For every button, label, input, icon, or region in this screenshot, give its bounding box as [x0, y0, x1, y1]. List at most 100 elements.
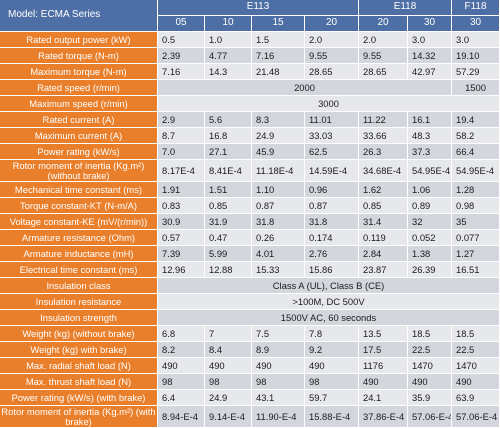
spec-value-cell: 35	[452, 214, 500, 230]
spec-value-cell: 22.5	[452, 342, 500, 358]
spec-value-cell: 9.55	[359, 48, 408, 64]
spec-value-cell: 26.39	[408, 262, 452, 278]
spec-span-cell: >100M, DC 500V	[158, 294, 500, 310]
spec-row: Power rating (kW/s) (with brake) 6.4 24.9 4…	[0, 390, 500, 406]
spec-value-cell: 490	[305, 358, 359, 374]
spec-value-cell: 2.84	[359, 246, 408, 262]
spec-value-cell: 57.06-E-4	[452, 406, 500, 428]
spec-span-cell: 2000	[158, 80, 452, 96]
spec-row: Electrical time constant (ms) 12.96 12.88 1…	[0, 262, 500, 278]
spec-value-cell: 0.85	[359, 198, 408, 214]
spec-value-cell: 24.9	[205, 390, 252, 406]
spec-row: Maximum torque (N-m) 7.16 14.3 21.48 28.65 28…	[0, 64, 500, 80]
spec-value-cell: 3.0	[408, 32, 452, 48]
spec-row: Rated torque (N-m) 2.39 4.77 7.16 9.55 9.55 14…	[0, 48, 500, 64]
spec-value-cell: 11.90-E-4	[252, 406, 305, 428]
spec-row-label: Electrical time constant (ms)	[0, 262, 158, 278]
spec-value-cell: 16.51	[452, 262, 500, 278]
subheader-e113-20: 20	[305, 16, 359, 32]
spec-row: Rated output power (kW) 0.5 1.0 1.5 2.0 2.0 3.…	[0, 32, 500, 48]
spec-value-cell: 19.10	[452, 48, 500, 64]
spec-value-cell: 33.03	[305, 128, 359, 144]
spec-row: Maximum speed (r/min) 3000	[0, 96, 500, 112]
spec-value-cell: 11.22	[359, 112, 408, 128]
spec-row-label: Rotor moment of inertia (Kg.m²) (without…	[0, 160, 158, 182]
subheader-e113-15: 15	[252, 16, 305, 32]
spec-value-cell: 0.47	[205, 230, 252, 246]
spec-row-label: Maximum current (A)	[0, 128, 158, 144]
spec-value-cell: 62.5	[305, 144, 359, 160]
spec-value-cell: 28.65	[305, 64, 359, 80]
spec-value-cell: 43.1	[252, 390, 305, 406]
spec-value-cell: 54.95E-4	[452, 160, 500, 182]
spec-value-cell: 33.66	[359, 128, 408, 144]
spec-value-cell: 98	[205, 374, 252, 390]
spec-value-cell: 28.65	[359, 64, 408, 80]
spec-value-cell: 490	[359, 374, 408, 390]
spec-value-cell: 66.4	[452, 144, 500, 160]
spec-row-label: Rated speed (r/min)	[0, 80, 158, 96]
spec-value-cell: 1.51	[205, 182, 252, 198]
spec-value-cell: 26.3	[359, 144, 408, 160]
subheader-e113-05: 05	[158, 16, 205, 32]
spec-value-cell: 37.3	[408, 144, 452, 160]
spec-value-cell: 24.1	[359, 390, 408, 406]
spec-value-cell: 5.6	[205, 112, 252, 128]
spec-value-cell: 18.5	[408, 326, 452, 342]
spec-value-cell: 2.0	[359, 32, 408, 48]
spec-value-cell: 1.91	[158, 182, 205, 198]
spec-row: Armature inductance (mH) 7.39 5.99 4.01 2.76…	[0, 246, 500, 262]
spec-value-cell: 0.87	[305, 198, 359, 214]
spec-row-label: Insulation resistance	[0, 294, 158, 310]
spec-value-cell: 1.38	[408, 246, 452, 262]
spec-row: Torque constant-KT (N-m/A) 0.83 0.85 0.87 0.…	[0, 198, 500, 214]
spec-value-cell: 31.8	[252, 214, 305, 230]
spec-value-cell: 7.39	[158, 246, 205, 262]
spec-value-cell: 1.62	[359, 182, 408, 198]
spec-value-cell: 54.95E-4	[408, 160, 452, 182]
spec-value-cell: 0.077	[452, 230, 500, 246]
spec-value-cell: 37.86-E-4	[359, 406, 408, 428]
spec-row-label: Max. radial shaft load (N)	[0, 358, 158, 374]
spec-value-cell: 30.9	[158, 214, 205, 230]
spec-value-cell: 490	[252, 358, 305, 374]
spec-span-cell: Class A (UL), Class B (CE)	[158, 278, 500, 294]
spec-row-label: Maximum torque (N-m)	[0, 64, 158, 80]
spec-value-cell: 35.9	[408, 390, 452, 406]
spec-span-cell: 1500V AC, 60 seconds	[158, 310, 500, 326]
spec-value-cell: 4.01	[252, 246, 305, 262]
spec-value-cell: 8.17E-4	[158, 160, 205, 182]
spec-row: Power rating (kW/s) 7.0 27.1 45.9 62.5 26.3 37…	[0, 144, 500, 160]
spec-row-label: Voltage constant-KE (mV/(r/min))	[0, 214, 158, 230]
spec-value-cell: 15.33	[252, 262, 305, 278]
spec-row: Rotor moment of inertia (Kg.m²) (with br…	[0, 406, 500, 428]
spec-value-cell: 27.1	[205, 144, 252, 160]
spec-value-cell: 8.7	[158, 128, 205, 144]
spec-value-cell: 8.4	[205, 342, 252, 358]
spec-value-cell: 8.94-E-4	[158, 406, 205, 428]
spec-value-cell: 0.89	[408, 198, 452, 214]
spec-value-cell: 57.29	[452, 64, 500, 80]
spec-value-cell: 1.06	[408, 182, 452, 198]
spec-row-label: Torque constant-KT (N-m/A)	[0, 198, 158, 214]
spec-value-cell: 7.16	[158, 64, 205, 80]
spec-row: Armature resistance (Ohm) 0.57 0.47 0.26 0.1…	[0, 230, 500, 246]
spec-row: Voltage constant-KE (mV/(r/min)) 30.9 31.9…	[0, 214, 500, 230]
spec-value-cell: 3.0	[452, 32, 500, 48]
spec-value-cell: 9.2	[305, 342, 359, 358]
spec-span-cell: 3000	[158, 96, 500, 112]
spec-value-cell: 8.9	[252, 342, 305, 358]
spec-value-cell: 57.06-E-4	[408, 406, 452, 428]
spec-value-cell: 7	[205, 326, 252, 342]
spec-value-cell: 5.99	[205, 246, 252, 262]
spec-row-label: Rated output power (kW)	[0, 32, 158, 48]
spec-value-cell: 490	[205, 358, 252, 374]
spec-value-cell: 9.55	[305, 48, 359, 64]
spec-row-label: Armature inductance (mH)	[0, 246, 158, 262]
spec-row-label: Weight (kg) (without brake)	[0, 326, 158, 342]
spec-value-cell: 31.4	[359, 214, 408, 230]
spec-value-cell: 11.01	[305, 112, 359, 128]
spec-value-cell: 7.8	[305, 326, 359, 342]
spec-value-cell: 490	[158, 358, 205, 374]
